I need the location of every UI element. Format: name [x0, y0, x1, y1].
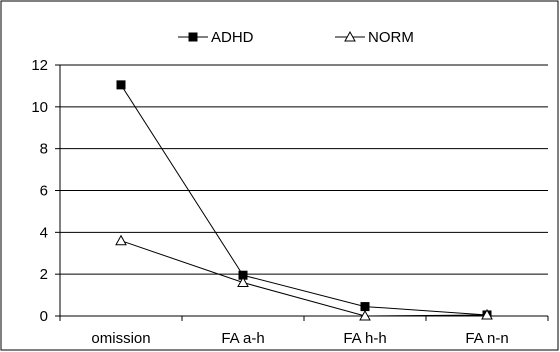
data-point-norm — [481, 308, 493, 320]
x-tick-label: omission — [91, 330, 150, 347]
y-tick-label: 6 — [40, 183, 48, 200]
data-point-adhd — [360, 302, 370, 312]
y-tick-label: 4 — [40, 224, 48, 241]
legend-marker-adhd — [188, 32, 198, 42]
data-point-adhd — [116, 80, 126, 90]
y-tick-label: 8 — [40, 141, 48, 158]
x-tick-label: FA n-n — [465, 330, 508, 347]
y-tick-labels: 0 2 4 6 8 10 12 — [31, 57, 48, 325]
gridlines — [60, 64, 548, 275]
x-tick-labels: omission FA a-h FA h-h FA n-n — [91, 330, 508, 347]
series-lines — [115, 80, 493, 321]
data-point-norm — [115, 234, 127, 246]
legend-label-norm: NORM — [368, 29, 414, 46]
data-point-norm — [237, 276, 249, 288]
data-point-norm — [359, 309, 371, 321]
legend-marker-norm — [344, 30, 356, 42]
y-tick-label: 2 — [40, 266, 48, 283]
x-tick-label: FA a-h — [221, 330, 264, 347]
y-tick-label: 12 — [31, 57, 48, 74]
axes — [55, 64, 549, 321]
y-tick-label: 10 — [31, 99, 48, 116]
series-line-norm — [120, 240, 488, 317]
x-tick-label: FA h-h — [343, 330, 386, 347]
legend: ADHD NORM — [178, 29, 414, 46]
legend-label-adhd: ADHD — [211, 29, 254, 46]
y-tick-label: 0 — [40, 308, 48, 325]
series-line-adhd — [120, 84, 488, 316]
